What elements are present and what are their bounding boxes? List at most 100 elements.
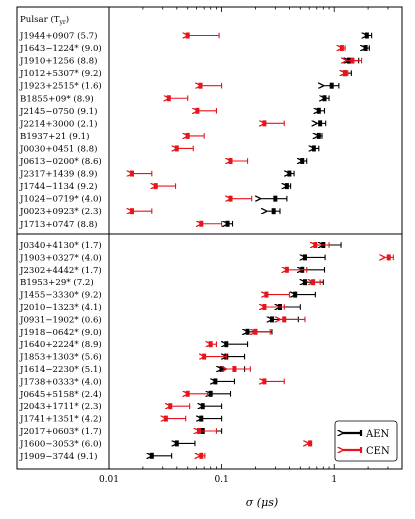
- aen-point: [271, 208, 276, 215]
- cen-point: [195, 107, 200, 114]
- aen-point: [329, 82, 334, 89]
- pulsar-label: B1953+29* (7.2): [20, 277, 94, 288]
- pulsar-label: J2145−0750 (9.1): [19, 106, 98, 117]
- pulsar-label: J1909−3744 (9.1): [19, 451, 98, 462]
- aen-point: [269, 316, 274, 323]
- aen-point: [318, 120, 323, 127]
- aen-point: [316, 107, 321, 114]
- pulsar-label: J2017+0603* (1.7): [19, 426, 102, 437]
- aen-point: [174, 440, 179, 447]
- pulsar-label: J0340+4130* (1.7): [19, 240, 102, 251]
- column-header: Pulsar (Tyr): [20, 14, 69, 26]
- pulsar-label: J1918−0642* (9.0): [19, 327, 102, 338]
- plot-frame: [16, 6, 403, 470]
- cen-point: [262, 304, 267, 310]
- pulsar-label: J0613−0200* (8.6): [19, 156, 102, 167]
- cen-point: [185, 32, 190, 39]
- cen-point: [264, 291, 269, 298]
- pulsar-label: J0645+5158* (2.4): [19, 389, 102, 400]
- pulsar-label: J1853+1303* (5.6): [19, 352, 102, 363]
- pulsar-label: J1643−1224* (9.0): [19, 43, 102, 54]
- cen-point: [198, 82, 203, 89]
- cen-point: [199, 452, 204, 459]
- cen-point: [343, 70, 348, 77]
- aen-point: [364, 32, 369, 39]
- cen-point: [313, 242, 318, 248]
- aen-point: [213, 378, 218, 385]
- cen-point: [197, 428, 202, 434]
- pulsar-label: J1738+0333* (4.0): [19, 376, 102, 387]
- aen-point: [287, 170, 292, 177]
- cen-point: [308, 440, 313, 447]
- legend-cen-label: CEN: [366, 446, 390, 457]
- cen-point: [253, 328, 258, 335]
- pulsar-label: J1744−1134 (9.2): [19, 181, 98, 192]
- pulsar-label: J1903+0327* (4.0): [19, 252, 102, 263]
- x-tick-label: 0.01: [99, 475, 119, 485]
- pulsar-label: J1713+0747 (8.8): [19, 219, 98, 230]
- pulsar-label: J1923+2515* (1.6): [19, 81, 102, 92]
- pulsar-label: J0931−1902* (0.6): [19, 314, 102, 325]
- cen-point: [185, 132, 190, 139]
- aen-point: [302, 254, 307, 261]
- cen-point: [228, 195, 233, 202]
- pulsar-label: J1944+0907 (5.7): [19, 31, 98, 42]
- cen-point: [339, 45, 344, 52]
- pulsar-label: B1937+21 (9.1): [20, 131, 89, 142]
- pulsar-label: J1600−3053* (6.0): [19, 438, 102, 449]
- pulsar-label: J1910+1256 (8.8): [19, 56, 98, 67]
- pulsar-label: J1455−3330* (9.2): [19, 290, 102, 301]
- aen-point: [302, 279, 307, 286]
- pulsar-label: J2010−1323* (4.1): [19, 302, 102, 313]
- aen-point: [322, 95, 327, 102]
- aen-point: [225, 220, 230, 227]
- aen-point: [284, 183, 289, 190]
- cen-point: [153, 183, 158, 190]
- pulsar-label: J1614−2230* (5.1): [19, 364, 102, 375]
- cen-point: [282, 316, 287, 323]
- aen-point: [293, 291, 298, 298]
- aen-point: [245, 328, 250, 335]
- cen-point: [129, 170, 134, 177]
- pulsar-label: B1855+09* (8.9): [20, 93, 94, 104]
- aen-point: [273, 195, 278, 202]
- cen-point: [174, 145, 179, 152]
- cen-point: [228, 158, 233, 164]
- pulsar-label: J1024−0719* (4.0): [19, 194, 102, 205]
- cen-point: [386, 254, 391, 261]
- aen-point: [149, 452, 154, 459]
- cen-point: [129, 208, 134, 215]
- aen-point: [311, 145, 316, 152]
- aen-point: [363, 45, 368, 52]
- cen-point: [232, 366, 237, 372]
- pulsar-label: J2302+4442* (1.7): [19, 265, 102, 276]
- cen-point: [208, 341, 213, 348]
- aen-point: [219, 366, 224, 372]
- aen-point: [224, 341, 229, 348]
- cen-point: [163, 415, 168, 422]
- cen-point: [166, 95, 171, 102]
- pulsar-label: J2214+3000 (2.1): [19, 118, 98, 129]
- pulsar-label: J0023+0923* (2.3): [19, 206, 102, 217]
- cen-point: [284, 266, 289, 273]
- pulsar-label: J0030+0451 (8.8): [19, 143, 98, 154]
- legend-aen-label: AEN: [365, 429, 390, 440]
- pulsar-label: J2043+1711* (2.3): [19, 401, 102, 412]
- x-tick-label: 1: [331, 475, 337, 485]
- pulsar-label: J1012+5307* (9.2): [19, 68, 102, 79]
- aen-point: [300, 158, 305, 164]
- aen-point: [199, 415, 204, 422]
- aen-point: [316, 132, 321, 139]
- cen-point: [350, 57, 355, 64]
- aen-point: [200, 403, 205, 410]
- x-tick-label: 0.1: [214, 475, 228, 485]
- cen-point: [202, 353, 207, 360]
- pulsar-label: J1640+2224* (8.9): [19, 339, 102, 350]
- pulsar-label: J2317+1439 (8.9): [19, 169, 98, 180]
- cen-point: [262, 120, 267, 127]
- aen-point: [208, 390, 213, 397]
- x-axis-ticks: 0.01 0.1 1: [99, 7, 403, 485]
- cen-point: [199, 220, 204, 227]
- x-axis-label: σ (μs): [246, 496, 278, 509]
